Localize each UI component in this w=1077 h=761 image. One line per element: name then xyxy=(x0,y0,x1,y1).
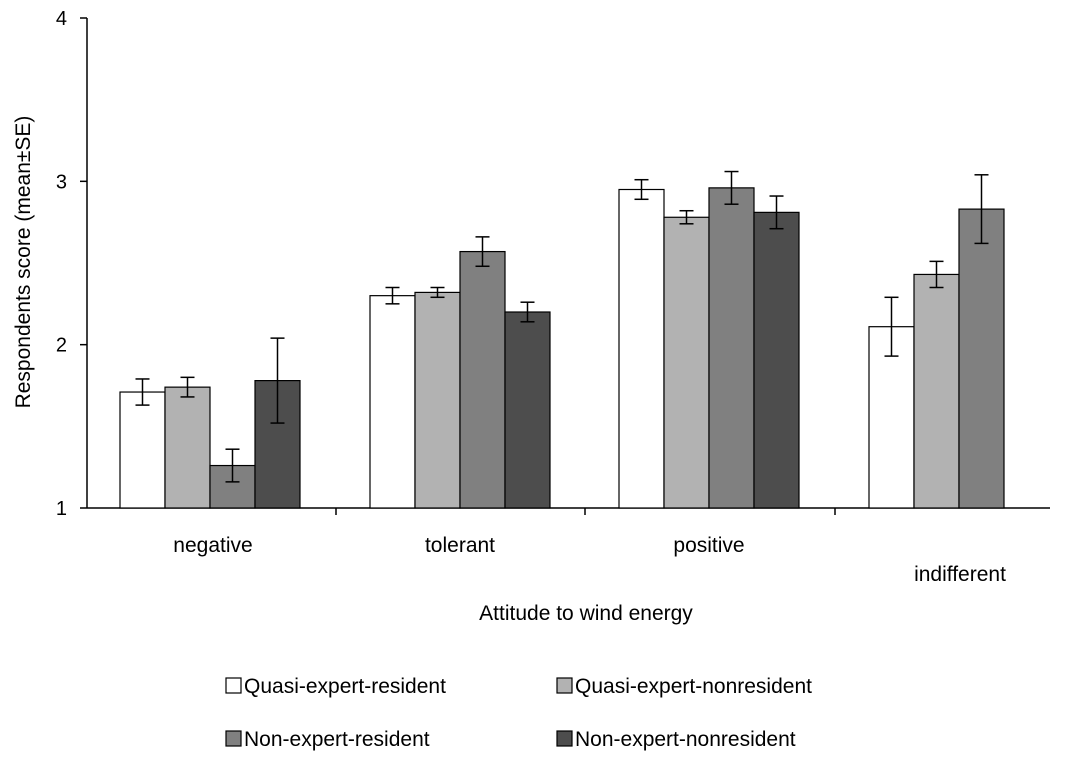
y-tick-label: 4 xyxy=(56,8,67,30)
legend-swatch xyxy=(225,677,242,694)
legend-swatch xyxy=(556,730,573,747)
bar xyxy=(753,211,800,509)
legend-swatch xyxy=(556,677,573,694)
legend-label: Quasi-expert-nonresident xyxy=(575,675,812,698)
bar xyxy=(414,291,461,509)
category-label: tolerant xyxy=(425,534,495,557)
y-axis-title: Respondents score (mean±SE) xyxy=(12,116,35,409)
bar xyxy=(164,386,211,509)
y-tick-label: 1 xyxy=(56,498,67,520)
category-label: indifferent xyxy=(914,563,1006,586)
category-label: positive xyxy=(673,534,744,557)
bar xyxy=(459,250,506,509)
bar xyxy=(913,273,960,509)
category-label: negative xyxy=(173,534,252,557)
bar xyxy=(618,188,665,509)
legend: Quasi-expert-resident Quasi-expert-nonres… xyxy=(225,675,812,751)
bar xyxy=(708,187,755,509)
y-tick-label: 3 xyxy=(56,171,67,193)
bar xyxy=(663,216,710,509)
legend-swatch xyxy=(225,730,242,747)
legend-label: Non-expert-resident xyxy=(244,728,430,751)
legend-label: Non-expert-nonresident xyxy=(575,728,796,751)
y-tick-label: 2 xyxy=(56,335,67,357)
bar xyxy=(119,391,166,509)
bar xyxy=(369,295,416,509)
plot-area: 1 2 3 4 negative tolerant positive indifferent xyxy=(56,8,1050,586)
x-axis-title: Attitude to wind energy xyxy=(479,602,693,625)
bar xyxy=(958,208,1005,509)
legend-label: Quasi-expert-resident xyxy=(244,675,446,698)
bar xyxy=(504,311,551,509)
